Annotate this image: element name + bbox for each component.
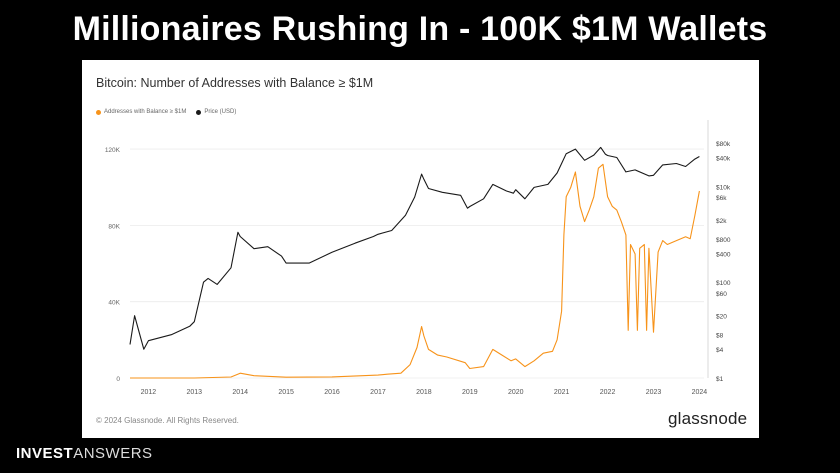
plot-area: 0 40K 80K 120K $80k $40k $10k $6k $2k $800 $400 $10…	[105, 120, 731, 396]
x-tick-label: 2016	[324, 389, 340, 396]
y-right-tick-label: $800	[716, 237, 731, 244]
y-left-tick-label: 40K	[108, 300, 120, 307]
investanswers-logo: INVESTANSWERS	[16, 445, 153, 462]
y-right-tick-label: $6k	[716, 195, 727, 202]
x-tick-label: 2014	[232, 389, 248, 396]
legend: Addresses with Balance ≥ $1M Price (USD)	[96, 109, 236, 115]
x-tick-label: 2024	[692, 389, 708, 396]
y-right-tick-label: $4	[716, 347, 724, 354]
y-right-tick-label: $80k	[716, 141, 731, 148]
y-left-tick-label: 80K	[108, 223, 120, 230]
y-right-tick-label: $20	[716, 314, 727, 321]
glassnode-logo: glassnode	[668, 409, 748, 428]
y-right-tick-label: $400	[716, 251, 731, 258]
legend-item-price[interactable]: Price (USD)	[196, 109, 236, 115]
x-tick-label: 2018	[416, 389, 432, 396]
x-tick-label: 2020	[508, 389, 524, 396]
x-tick-label: 2012	[141, 389, 157, 396]
x-tick-label: 2021	[554, 389, 570, 396]
series-line-price	[129, 146, 700, 350]
x-tick-label: 2022	[600, 389, 616, 396]
y-right-tick-label: $2k	[716, 218, 727, 225]
series-line-addresses	[130, 163, 700, 379]
y-right-tick-label: $1	[716, 376, 724, 383]
x-tick-label: 2017	[370, 389, 386, 396]
y-right-tick-label: $8	[716, 333, 724, 340]
x-tick-label: 2019	[462, 389, 478, 396]
legend-label-addresses: Addresses with Balance ≥ $1M	[104, 109, 187, 115]
y-right-tick-label: $10k	[716, 184, 731, 191]
y-left-tick-label: 0	[116, 376, 120, 383]
logo-bold: INVEST	[16, 445, 74, 462]
legend-item-addresses[interactable]: Addresses with Balance ≥ $1M	[96, 109, 186, 115]
legend-swatch-addresses	[96, 109, 101, 115]
chart-title: Bitcoin: Number of Addresses with Balanc…	[96, 76, 374, 90]
y-right-tick-label: $60	[716, 291, 727, 298]
legend-swatch-price	[196, 109, 202, 115]
x-tick-label: 2023	[646, 389, 662, 396]
y-right-tick-label: $40k	[716, 156, 731, 163]
chart-card: Bitcoin: Number of Addresses with Balanc…	[82, 60, 759, 438]
y-left-tick-label: 120K	[105, 147, 121, 154]
y-right-tick-label: $100	[716, 280, 731, 287]
headline: Millionaires Rushing In - 100K $1M Walle…	[72, 10, 768, 48]
logo-light: ANSWERS	[73, 445, 153, 462]
legend-label-price: Price (USD)	[204, 109, 237, 115]
x-tick-label: 2015	[278, 389, 294, 396]
x-tick-label: 2013	[186, 389, 202, 396]
copyright-note: © 2024 Glassnode. All Rights Reserved.	[96, 416, 239, 425]
